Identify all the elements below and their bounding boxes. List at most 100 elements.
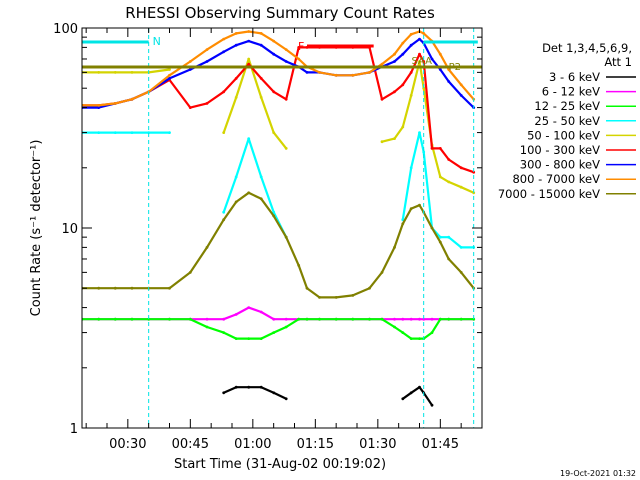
series-8-point-27 bbox=[438, 240, 442, 244]
x-tick-label-3: 01:15 bbox=[297, 437, 334, 452]
series-8-point-6 bbox=[188, 271, 192, 274]
series-3 bbox=[82, 131, 476, 249]
series-5-point-22 bbox=[401, 83, 405, 87]
series-8-point-13 bbox=[284, 235, 288, 239]
legend-header-line-2: Att 1 bbox=[604, 55, 632, 69]
series-6-point-27 bbox=[438, 68, 442, 71]
series-4-point-13 bbox=[284, 147, 288, 150]
series-5-point-20 bbox=[380, 97, 384, 101]
series-7-point-3 bbox=[130, 97, 134, 101]
series-8-point-7 bbox=[205, 246, 209, 249]
night-flag-label: N bbox=[153, 35, 161, 48]
series-2-point-13 bbox=[284, 325, 288, 329]
series-5-point-30 bbox=[472, 170, 476, 174]
series-4-point-8 bbox=[222, 131, 226, 135]
legend-entry-4: 50 - 100 keV bbox=[527, 128, 600, 142]
series-8-point-5 bbox=[168, 286, 171, 290]
series-1-point-13 bbox=[284, 317, 288, 321]
saa-flag-label: SAA bbox=[412, 56, 433, 67]
series-0-point-26 bbox=[430, 403, 434, 407]
series-6-point-15 bbox=[305, 71, 309, 74]
series-7-point-7 bbox=[205, 48, 209, 51]
flags-layer: N F SAA P2 bbox=[82, 28, 482, 428]
series-1-point-23 bbox=[409, 317, 413, 321]
series-7-point-19 bbox=[368, 71, 371, 74]
series-2-point-20 bbox=[380, 317, 384, 321]
series-4-point-29 bbox=[459, 185, 463, 189]
series-1-point-11 bbox=[259, 310, 263, 314]
series-3-point-27 bbox=[438, 235, 442, 239]
series-2-point-2 bbox=[113, 317, 117, 321]
series-7-point-5 bbox=[168, 73, 171, 77]
series-2-point-16 bbox=[318, 317, 321, 321]
series-4-point-3 bbox=[130, 71, 134, 74]
series-5-point-26 bbox=[430, 147, 434, 150]
series-6-point-11 bbox=[259, 43, 263, 47]
series-7-point-10 bbox=[247, 30, 251, 33]
series-2-point-9 bbox=[234, 337, 238, 340]
series-3-point-5 bbox=[168, 131, 171, 135]
series-line-3 bbox=[82, 131, 474, 249]
series-3-point-28 bbox=[447, 235, 451, 239]
series-2-point-29 bbox=[459, 317, 463, 321]
series-8-point-26 bbox=[430, 226, 434, 230]
x-tick-label-1: 00:45 bbox=[172, 437, 209, 452]
y-tick-label-1: 10 bbox=[61, 222, 78, 237]
series-7-point-13 bbox=[284, 48, 288, 51]
y-tick-label-0: 1 bbox=[70, 422, 78, 437]
series-6-point-1 bbox=[97, 106, 101, 109]
series-3-point-10 bbox=[247, 137, 251, 141]
series-2-point-7 bbox=[205, 325, 209, 329]
series-8-point-8 bbox=[222, 218, 226, 222]
series-4-point-11 bbox=[259, 96, 263, 99]
series-2-point-5 bbox=[168, 317, 171, 321]
series-8-point-11 bbox=[259, 197, 263, 201]
series-0-point-11 bbox=[259, 385, 263, 389]
series-2-point-19 bbox=[368, 317, 371, 321]
series-7-point-25 bbox=[422, 32, 426, 35]
series-line-1 bbox=[82, 306, 474, 321]
series-7-point-29 bbox=[459, 83, 463, 87]
series-6-point-5 bbox=[168, 77, 171, 80]
series-6-point-29 bbox=[459, 94, 463, 97]
series-5-point-27 bbox=[438, 147, 442, 150]
x-tick-label-2: 01:00 bbox=[234, 437, 271, 452]
series-4-point-28 bbox=[447, 180, 451, 184]
series-8-point-15 bbox=[305, 286, 309, 290]
series-2-point-4 bbox=[147, 317, 151, 321]
series-2-point-11 bbox=[259, 337, 263, 340]
series-8-point-14 bbox=[297, 264, 301, 267]
series-4-point-27 bbox=[438, 175, 442, 179]
series-5-point-24 bbox=[418, 52, 421, 56]
flare-flag-label: F bbox=[298, 40, 304, 53]
series-7-point-11 bbox=[259, 32, 263, 35]
series-line-0 bbox=[223, 386, 433, 406]
legend-entry-6: 300 - 800 keV bbox=[520, 158, 600, 172]
series-3-point-2 bbox=[113, 131, 117, 135]
series-2-point-26 bbox=[430, 331, 434, 334]
series-line-2 bbox=[82, 318, 474, 340]
series-0-point-10 bbox=[247, 385, 251, 389]
series-5-point-6 bbox=[188, 106, 192, 109]
series-4-point-24 bbox=[418, 60, 421, 63]
series-3-point-25 bbox=[422, 150, 426, 154]
series-4-point-2 bbox=[113, 71, 117, 74]
series-0-point-8 bbox=[222, 391, 226, 395]
series-8-point-28 bbox=[447, 257, 451, 261]
series-3-point-24 bbox=[418, 131, 421, 135]
axes-layer: 00:30 00:45 01:00 01:15 01:30 01:45 1 10 100 bbox=[53, 22, 483, 452]
series-4-point-23 bbox=[409, 94, 413, 97]
series-4-point-1 bbox=[97, 71, 101, 74]
series-8-point-22 bbox=[401, 222, 405, 226]
series-2-point-10 bbox=[247, 337, 251, 340]
series-5-point-28 bbox=[447, 158, 451, 161]
series-5-point-11 bbox=[259, 77, 263, 80]
series-3-point-23 bbox=[409, 166, 413, 170]
series-7-point-22 bbox=[401, 41, 405, 45]
series-6-point-24 bbox=[418, 37, 421, 41]
series-3-point-9 bbox=[234, 175, 238, 179]
series-8-point-17 bbox=[334, 296, 338, 299]
series-4-point-25 bbox=[422, 86, 426, 90]
series-8-point-10 bbox=[247, 191, 251, 195]
series-4-point-9 bbox=[234, 96, 238, 99]
